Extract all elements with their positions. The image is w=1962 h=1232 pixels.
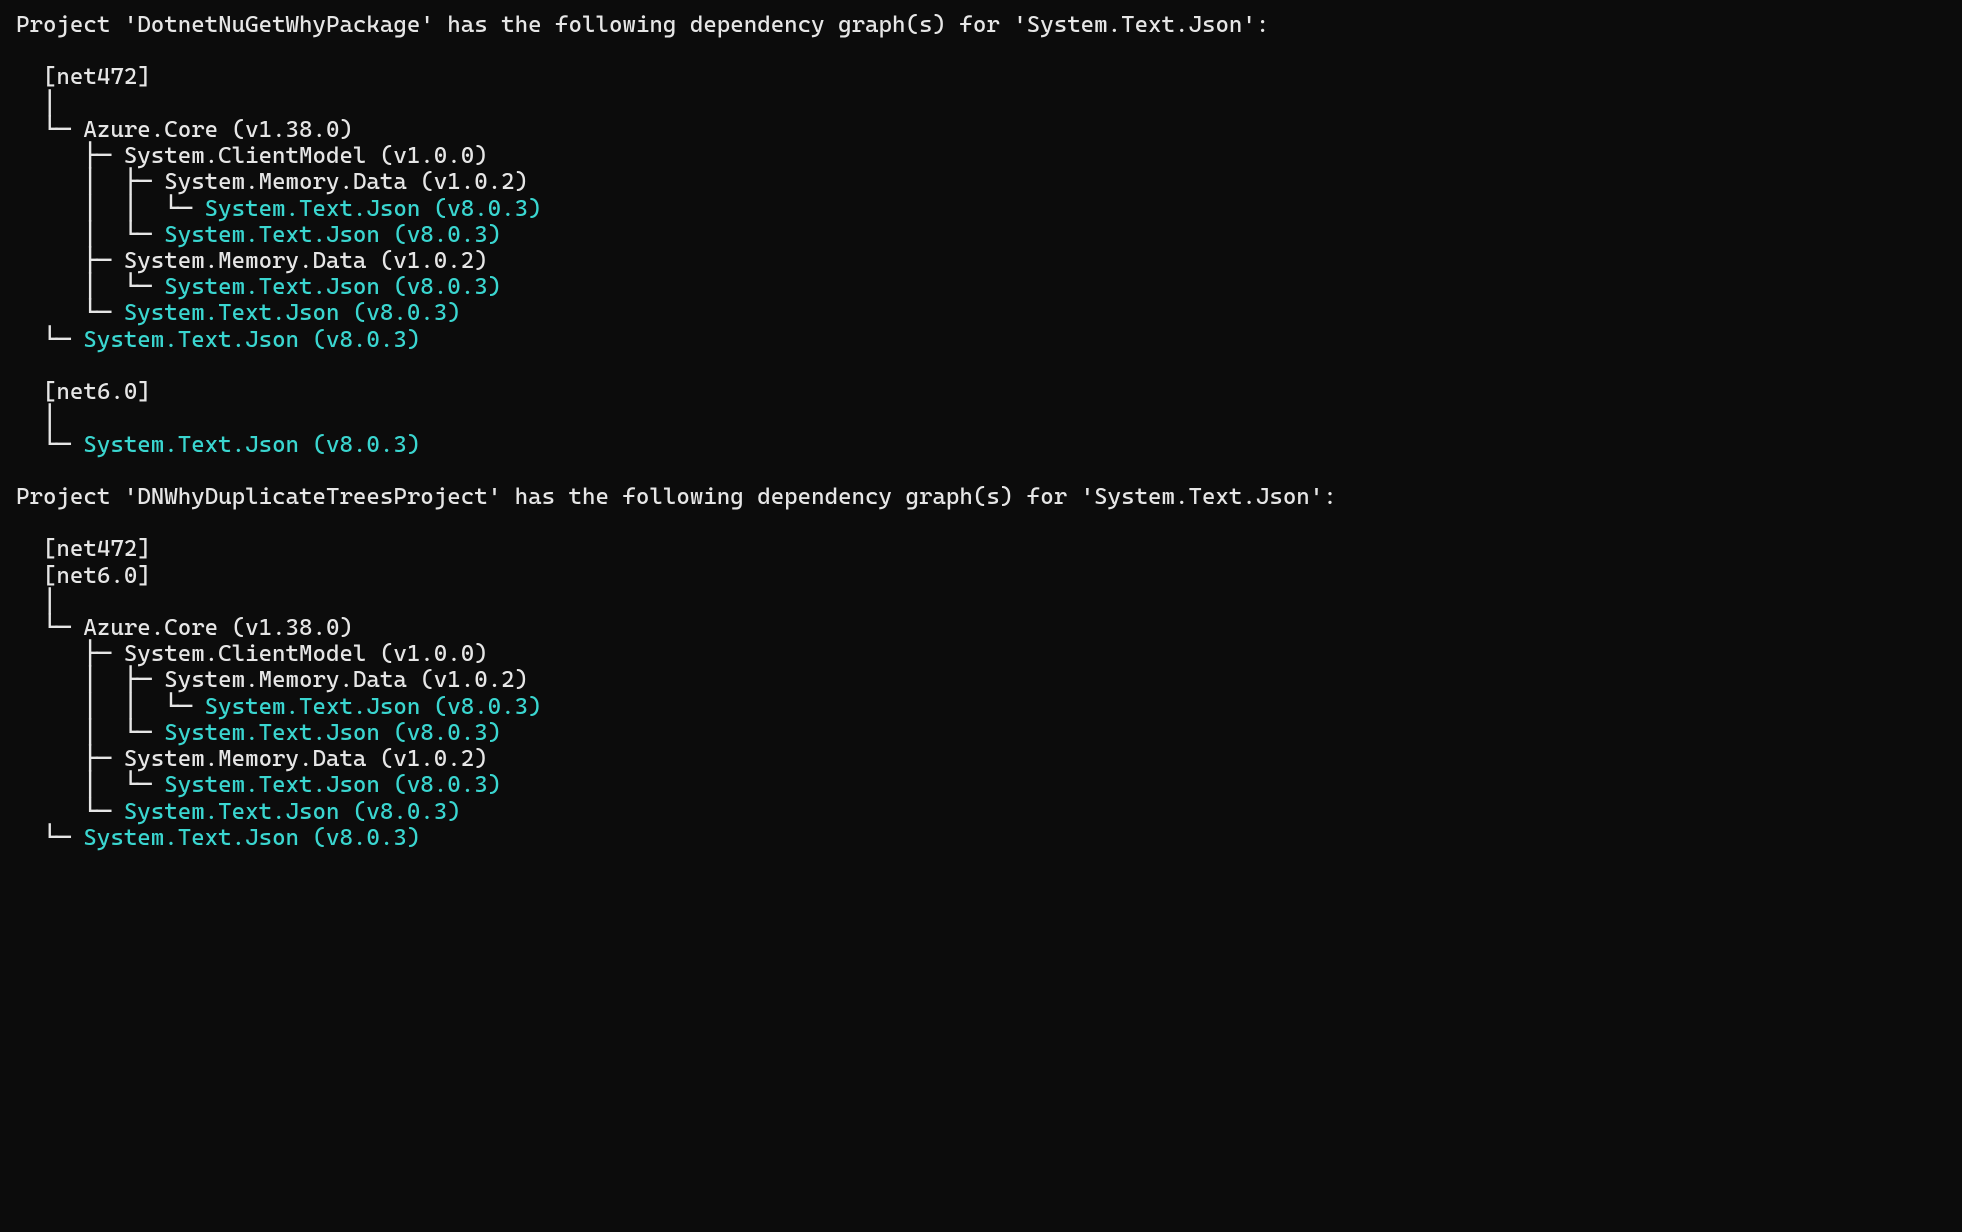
project-header-mid: ' has the following dependency graph(s) … (420, 12, 1026, 38)
project-header-suffix: ': (1242, 12, 1269, 38)
package-label: System.ClientModel (v1.0.0) (124, 641, 488, 667)
package-highlight: System.Text.Json (v8.0.3) (205, 196, 542, 222)
tree-prefix: │ │ └─ (16, 694, 205, 720)
dep-node-target: │ │ └─ System.Text.Json (v8.0.3) (16, 196, 542, 222)
tree-prefix: ├─ (16, 248, 124, 274)
tree-prefix: └─ (16, 615, 83, 641)
project-header-prefix: Project ' (16, 12, 137, 38)
dep-node: ├─ System.ClientModel (v1.0.0) (16, 143, 488, 169)
tree-prefix: │ └─ (16, 222, 164, 248)
dep-node: ├─ System.Memory.Data (v1.0.2) (16, 746, 488, 772)
tree-prefix: └─ (16, 117, 83, 143)
tree-prefix: └─ (16, 327, 83, 353)
tree-prefix: └─ (16, 300, 124, 326)
terminal-output: Project 'DotnetNuGetWhyPackage' has the … (0, 0, 1962, 917)
package-highlight: System.Text.Json (v8.0.3) (83, 327, 420, 353)
package-label: System.Memory.Data (v1.0.2) (164, 667, 528, 693)
framework-label: [net6.0] (16, 563, 151, 589)
project-header: Project 'DotnetNuGetWhyPackage' has the … (16, 12, 1269, 38)
dep-node: └─ Azure.Core (v1.38.0) (16, 615, 353, 641)
dep-node-target: │ └─ System.Text.Json (v8.0.3) (16, 772, 501, 798)
dep-node: │ ├─ System.Memory.Data (v1.0.2) (16, 169, 528, 195)
tree-prefix: ├─ (16, 641, 124, 667)
project-header: Project 'DNWhyDuplicateTreesProject' has… (16, 484, 1337, 510)
package-label: Azure.Core (v1.38.0) (83, 615, 353, 641)
package-highlight: System.Text.Json (v8.0.3) (83, 825, 420, 851)
dep-node: │ (16, 405, 56, 431)
tree-prefix: └─ (16, 825, 83, 851)
dep-node: │ ├─ System.Memory.Data (v1.0.2) (16, 667, 528, 693)
dep-node-target: │ └─ System.Text.Json (v8.0.3) (16, 222, 501, 248)
tree-prefix: └─ (16, 799, 124, 825)
package-highlight: System.Text.Json (v8.0.3) (124, 300, 461, 326)
tree-prefix: │ └─ (16, 720, 164, 746)
project-header-prefix: Project ' (16, 484, 137, 510)
package-label: System.ClientModel (v1.0.0) (124, 143, 488, 169)
tree-prefix: ├─ (16, 143, 124, 169)
dep-node: ├─ System.Memory.Data (v1.0.2) (16, 248, 488, 274)
framework-label: [net472] (16, 536, 151, 562)
tree-prefix: ├─ (16, 746, 124, 772)
package-highlight: System.Text.Json (v8.0.3) (164, 274, 501, 300)
package-label: Azure.Core (v1.38.0) (83, 117, 353, 143)
dep-node: ├─ System.ClientModel (v1.0.0) (16, 641, 488, 667)
package-highlight: System.Text.Json (v8.0.3) (83, 432, 420, 458)
package-highlight: System.Text.Json (v8.0.3) (205, 694, 542, 720)
dep-node-target: │ │ └─ System.Text.Json (v8.0.3) (16, 694, 542, 720)
package-highlight: System.Text.Json (v8.0.3) (164, 772, 501, 798)
package-label: System.Memory.Data (v1.0.2) (124, 746, 488, 772)
tree-prefix: │ └─ (16, 772, 164, 798)
dep-node: │ (16, 91, 56, 117)
project-header-mid: ' has the following dependency graph(s) … (488, 484, 1094, 510)
dep-node-target: └─ System.Text.Json (v8.0.3) (16, 300, 461, 326)
tree-prefix: │ │ └─ (16, 196, 205, 222)
package-label: System.Memory.Data (v1.0.2) (164, 169, 528, 195)
tree-prefix: └─ (16, 432, 83, 458)
tree-prefix: │ (16, 405, 56, 431)
tree-prefix: │ (16, 589, 56, 615)
tree-prefix: │ ├─ (16, 169, 164, 195)
project-header-suffix: ': (1310, 484, 1337, 510)
tree-prefix: │ (16, 91, 56, 117)
project-name: DNWhyDuplicateTreesProject (137, 484, 487, 510)
project-name: DotnetNuGetWhyPackage (137, 12, 420, 38)
tree-prefix: │ ├─ (16, 667, 164, 693)
dep-node-target: │ └─ System.Text.Json (v8.0.3) (16, 720, 501, 746)
target-package-name: System.Text.Json (1094, 484, 1310, 510)
target-package-name: System.Text.Json (1027, 12, 1243, 38)
dep-node-target: └─ System.Text.Json (v8.0.3) (16, 825, 420, 851)
dep-node-target: └─ System.Text.Json (v8.0.3) (16, 327, 420, 353)
package-highlight: System.Text.Json (v8.0.3) (124, 799, 461, 825)
dep-node-target: └─ System.Text.Json (v8.0.3) (16, 799, 461, 825)
framework-label: [net6.0] (16, 379, 151, 405)
package-label: System.Memory.Data (v1.0.2) (124, 248, 488, 274)
package-highlight: System.Text.Json (v8.0.3) (164, 720, 501, 746)
package-highlight: System.Text.Json (v8.0.3) (164, 222, 501, 248)
dep-node-target: │ └─ System.Text.Json (v8.0.3) (16, 274, 501, 300)
tree-prefix: │ └─ (16, 274, 164, 300)
dep-node-target: └─ System.Text.Json (v8.0.3) (16, 432, 420, 458)
dep-node: │ (16, 589, 56, 615)
framework-label: [net472] (16, 64, 151, 90)
dep-node: └─ Azure.Core (v1.38.0) (16, 117, 353, 143)
